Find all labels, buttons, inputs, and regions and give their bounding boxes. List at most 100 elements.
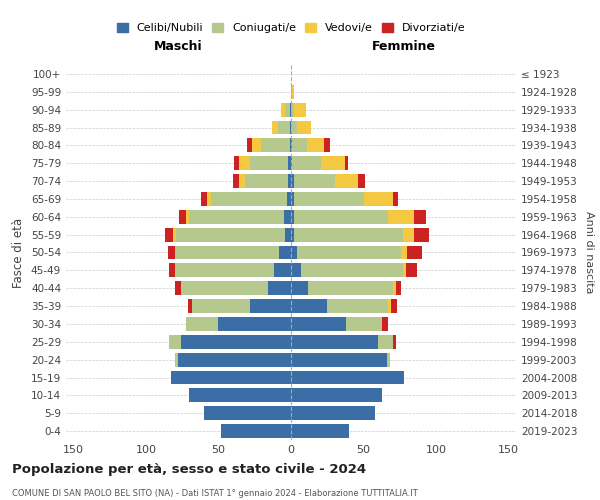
Bar — [392, 192, 398, 206]
Bar — [297, 246, 401, 260]
Bar — [190, 210, 284, 224]
Bar — [307, 138, 325, 152]
Bar — [294, 174, 335, 188]
Bar — [358, 174, 365, 188]
Bar — [245, 174, 288, 188]
Bar — [346, 317, 382, 331]
Bar — [250, 156, 288, 170]
Bar — [291, 138, 292, 152]
Bar — [335, 174, 358, 188]
Bar — [403, 264, 406, 278]
Bar — [250, 299, 291, 313]
Bar — [290, 138, 291, 152]
Text: Popolazione per età, sesso e stato civile - 2024: Popolazione per età, sesso e stato civil… — [12, 462, 366, 475]
Bar — [407, 246, 422, 260]
Bar — [281, 102, 285, 117]
Bar — [169, 264, 175, 278]
Bar — [280, 246, 291, 260]
Bar — [291, 246, 297, 260]
Bar — [308, 281, 392, 295]
Bar — [274, 264, 291, 278]
Bar — [181, 335, 291, 349]
Bar — [218, 317, 291, 331]
Bar — [211, 192, 287, 206]
Bar — [178, 352, 291, 366]
Bar — [294, 228, 403, 241]
Bar — [233, 174, 239, 188]
Bar — [297, 120, 311, 134]
Bar — [291, 424, 349, 438]
Bar — [415, 228, 429, 241]
Bar — [285, 228, 291, 241]
Bar — [288, 156, 291, 170]
Bar — [173, 228, 176, 241]
Bar — [272, 120, 278, 134]
Bar — [290, 120, 291, 134]
Bar — [287, 192, 291, 206]
Bar — [268, 281, 291, 295]
Bar — [391, 299, 397, 313]
Text: COMUNE DI SAN PAOLO BEL SITO (NA) - Dati ISTAT 1° gennaio 2024 - Elaborazione TU: COMUNE DI SAN PAOLO BEL SITO (NA) - Dati… — [12, 489, 418, 498]
Bar — [392, 281, 395, 295]
Bar — [291, 102, 294, 117]
Bar — [187, 210, 190, 224]
Bar — [291, 299, 327, 313]
Bar — [207, 192, 211, 206]
Bar — [291, 281, 308, 295]
Bar — [294, 210, 388, 224]
Bar — [382, 317, 388, 331]
Bar — [192, 299, 250, 313]
Bar — [247, 138, 252, 152]
Bar — [388, 299, 391, 313]
Bar — [291, 317, 346, 331]
Bar — [235, 156, 239, 170]
Bar — [290, 102, 291, 117]
Bar — [288, 174, 291, 188]
Bar — [175, 264, 274, 278]
Text: Femmine: Femmine — [371, 40, 436, 52]
Bar — [165, 228, 173, 241]
Bar — [179, 210, 187, 224]
Bar — [170, 370, 291, 384]
Bar — [188, 299, 192, 313]
Bar — [294, 192, 364, 206]
Bar — [291, 370, 404, 384]
Bar — [239, 174, 245, 188]
Bar — [167, 246, 175, 260]
Legend: Celibi/Nubili, Coniugati/e, Vedovi/e, Divorziati/e: Celibi/Nubili, Coniugati/e, Vedovi/e, Di… — [112, 18, 470, 38]
Bar — [291, 85, 294, 99]
Bar — [364, 192, 392, 206]
Bar — [294, 102, 305, 117]
Bar — [291, 174, 294, 188]
Bar — [169, 335, 181, 349]
Bar — [415, 210, 426, 224]
Bar — [291, 352, 387, 366]
Bar — [327, 299, 388, 313]
Bar — [401, 246, 407, 260]
Bar — [291, 264, 301, 278]
Bar — [204, 406, 291, 420]
Bar — [392, 335, 395, 349]
Bar — [406, 264, 417, 278]
Bar — [201, 192, 207, 206]
Bar — [292, 138, 307, 152]
Bar — [378, 335, 392, 349]
Bar — [187, 317, 218, 331]
Bar — [322, 156, 345, 170]
Bar — [387, 352, 390, 366]
Bar — [181, 281, 268, 295]
Text: Maschi: Maschi — [154, 40, 203, 52]
Bar — [292, 156, 322, 170]
Bar — [190, 388, 291, 402]
Bar — [284, 210, 291, 224]
Bar — [291, 192, 294, 206]
Bar — [285, 102, 290, 117]
Bar — [395, 281, 401, 295]
Y-axis label: Anni di nascita: Anni di nascita — [584, 211, 594, 294]
Bar — [291, 388, 382, 402]
Bar — [388, 210, 415, 224]
Bar — [291, 156, 292, 170]
Y-axis label: Fasce di età: Fasce di età — [13, 218, 25, 288]
Bar — [260, 138, 290, 152]
Bar — [221, 424, 291, 438]
